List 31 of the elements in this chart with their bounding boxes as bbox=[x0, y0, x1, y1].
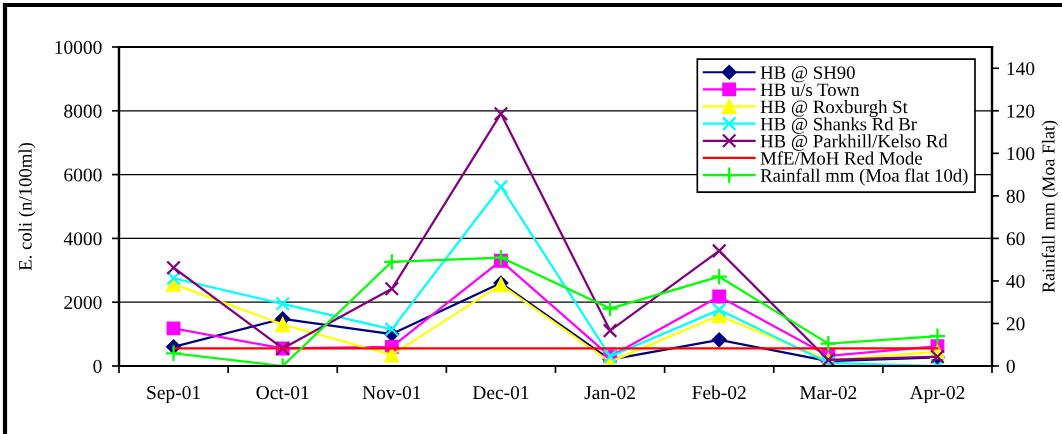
y2-tick-label: 40 bbox=[1006, 274, 1025, 288]
x-tick-label: Oct-01 bbox=[256, 386, 309, 400]
y-tick-label: 4000 bbox=[63, 232, 102, 246]
x-tick-label: Nov-01 bbox=[362, 386, 421, 400]
y-tick-label: 6000 bbox=[64, 168, 102, 182]
y2-tick-label: 60 bbox=[1006, 232, 1025, 246]
x-tick-label: Mar-02 bbox=[799, 386, 857, 400]
y2-tick-label: 0 bbox=[1006, 359, 1015, 373]
legend-label: Rainfall mm (Moa flat 10d) bbox=[760, 168, 968, 186]
x-tick-label: Jan-02 bbox=[584, 386, 635, 400]
legend-label: HB @ Parkhill/Kelso Rd bbox=[760, 134, 948, 151]
y2-tick-label: 140 bbox=[1007, 62, 1035, 76]
legend-label: MfE/MoH Red Mode bbox=[760, 151, 922, 165]
y-tick-label: 2000 bbox=[64, 296, 102, 310]
x-tick-label: Sep-01 bbox=[147, 386, 200, 404]
legend-label: HB @ Roxburgh St bbox=[760, 100, 908, 118]
y2-tick-label: 80 bbox=[1006, 189, 1025, 203]
y-tick-label: 10000 bbox=[55, 40, 102, 54]
y2-tick-label: 120 bbox=[1007, 104, 1035, 118]
x-tick-label: Apr-02 bbox=[909, 386, 965, 404]
y-tick-label: 0 bbox=[93, 359, 102, 373]
x-tick-label: Dec-01 bbox=[472, 386, 529, 400]
y-axis-title: E. coli (n/100ml) bbox=[18, 143, 36, 271]
y-tick-label: 8000 bbox=[64, 104, 102, 118]
x-tick-label: Feb-02 bbox=[692, 385, 746, 400]
y2-tick-label: 100 bbox=[1007, 147, 1035, 161]
y2-tick-label: 20 bbox=[1006, 317, 1025, 331]
legend-label: HB @ Shanks Rd Br bbox=[760, 117, 917, 134]
y2-axis-title: Rainfall mm (Moa Flat) bbox=[1041, 120, 1059, 293]
legend-label: HB @ SH90 bbox=[760, 66, 855, 83]
legend-label: HB u/s Town bbox=[760, 83, 860, 97]
